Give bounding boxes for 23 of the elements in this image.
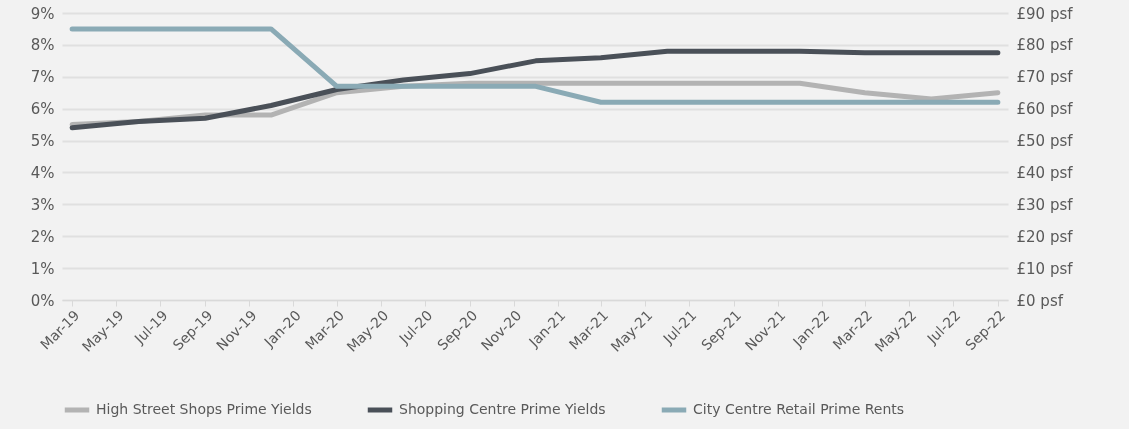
y-tick-label: 1% xyxy=(30,259,55,278)
y-tick-label: 6% xyxy=(30,100,55,119)
y-tick-label: 5% xyxy=(30,132,55,151)
y2-tick-label: £20 psf xyxy=(1016,227,1074,246)
y2-tick-label: £50 psf xyxy=(1016,132,1074,151)
y2-tick-label: £80 psf xyxy=(1016,36,1074,55)
y-tick-label: 4% xyxy=(30,163,55,182)
y-tick-label: 3% xyxy=(30,195,55,214)
y-tick-label: 9% xyxy=(30,4,55,23)
y2-tick-label: £10 psf xyxy=(1016,259,1074,278)
legend-label: City Centre Retail Prime Rents xyxy=(693,401,905,417)
y2-tick-label: £70 psf xyxy=(1016,68,1074,87)
y-tick-label: 0% xyxy=(30,291,55,310)
legend-label: High Street Shops Prime Yields xyxy=(96,401,312,417)
y-tick-label: 7% xyxy=(30,68,55,87)
legend-label: Shopping Centre Prime Yields xyxy=(399,401,606,417)
y2-tick-label: £0 psf xyxy=(1016,291,1064,310)
y2-tick-label: £40 psf xyxy=(1016,163,1074,182)
y2-tick-label: £30 psf xyxy=(1016,195,1074,214)
y2-tick-label: £60 psf xyxy=(1016,100,1074,119)
y-tick-label: 8% xyxy=(30,36,55,55)
y2-tick-label: £90 psf xyxy=(1016,4,1074,23)
y-tick-label: 2% xyxy=(30,227,55,246)
